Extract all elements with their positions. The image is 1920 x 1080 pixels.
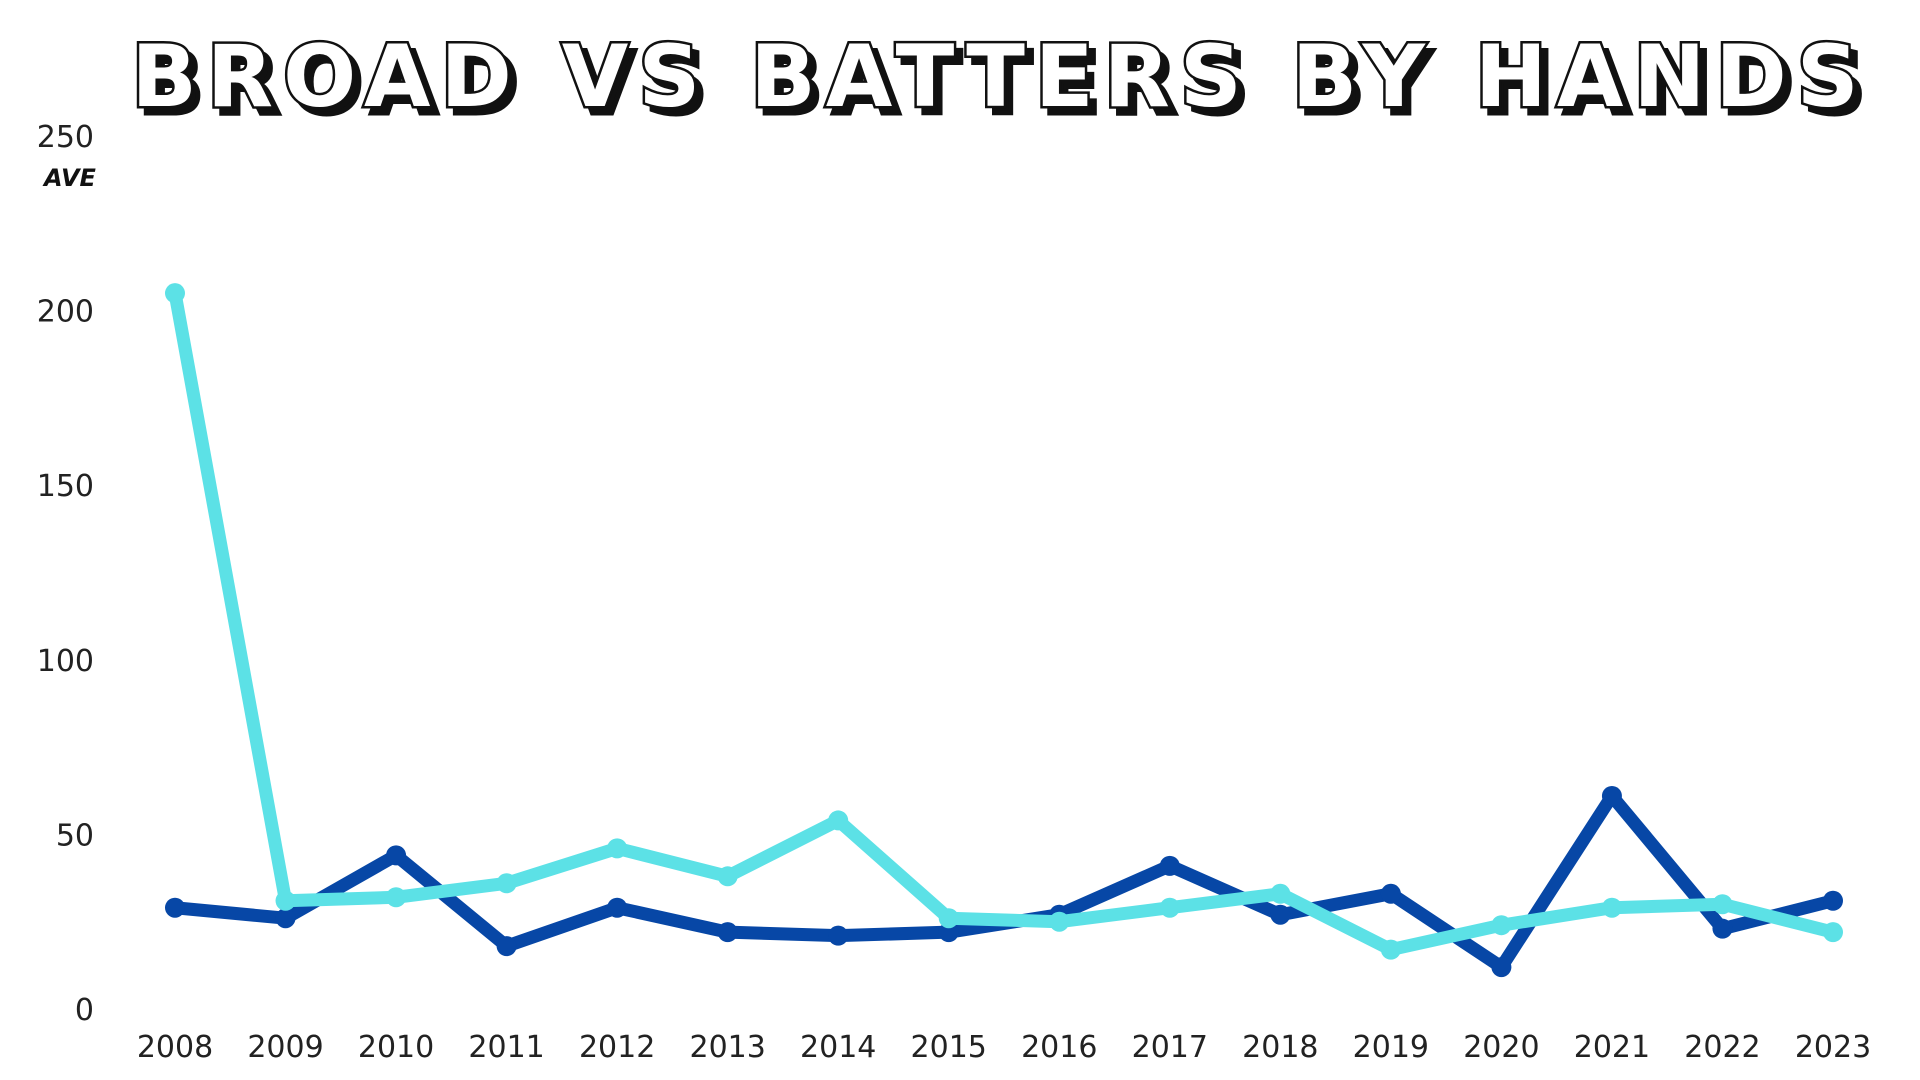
data-point bbox=[938, 922, 959, 943]
x-tick-label: 2017 bbox=[1132, 1030, 1208, 1065]
x-tick-label: 2013 bbox=[689, 1030, 765, 1065]
data-point bbox=[386, 887, 407, 908]
data-point bbox=[165, 897, 185, 918]
data-point bbox=[1823, 922, 1843, 943]
data-point bbox=[1380, 939, 1401, 960]
x-axis-ticks: 2008 2009 2010 2011 2012 2013 2014 2015 2016 2017… bbox=[137, 1030, 1871, 1065]
x-tick-label: 2012 bbox=[579, 1030, 655, 1065]
x-tick-label: 2009 bbox=[247, 1030, 323, 1065]
chart-title: BROAD VS BATTERS BY HANDS bbox=[131, 27, 1868, 127]
x-tick-label: 2021 bbox=[1574, 1030, 1650, 1065]
y-tick-label: 200 bbox=[37, 295, 94, 330]
data-point bbox=[1712, 894, 1733, 915]
data-point bbox=[1159, 855, 1180, 876]
series-line bbox=[168, 286, 1840, 957]
data-point bbox=[496, 873, 517, 894]
data-point bbox=[1601, 897, 1622, 918]
series-2 bbox=[165, 283, 1843, 960]
data-point bbox=[1491, 915, 1512, 936]
data-point bbox=[496, 936, 517, 957]
data-point bbox=[828, 810, 849, 831]
title-group: BROAD VS BATTERS BY HANDS BROAD VS BATTE… bbox=[129, 25, 1875, 137]
data-point bbox=[275, 890, 296, 911]
y-tick-label: 100 bbox=[37, 644, 94, 679]
data-point bbox=[717, 922, 738, 943]
x-tick-label: 2014 bbox=[800, 1030, 876, 1065]
x-tick-label: 2008 bbox=[137, 1030, 213, 1065]
data-point bbox=[828, 925, 849, 946]
series-line bbox=[168, 789, 1840, 974]
x-tick-label: 2022 bbox=[1684, 1030, 1760, 1065]
series-group bbox=[165, 283, 1843, 978]
data-point bbox=[1380, 883, 1401, 904]
data-point bbox=[1270, 883, 1291, 904]
x-tick-label: 2015 bbox=[911, 1030, 987, 1065]
y-tick-label: 0 bbox=[75, 993, 94, 1028]
y-tick-label: 250 bbox=[37, 120, 94, 155]
x-tick-label: 2023 bbox=[1795, 1030, 1871, 1065]
data-point bbox=[386, 845, 407, 866]
x-tick-label: 2018 bbox=[1242, 1030, 1318, 1065]
data-point bbox=[1601, 785, 1622, 806]
x-tick-label: 2019 bbox=[1353, 1030, 1429, 1065]
x-tick-label: 2011 bbox=[468, 1030, 544, 1065]
data-point bbox=[1049, 911, 1070, 932]
y-tick-label: 50 bbox=[56, 818, 94, 853]
data-point bbox=[938, 908, 959, 929]
data-point bbox=[1491, 957, 1512, 978]
y-axis-ticks: 0 50 100 150 200 250 bbox=[37, 120, 94, 1028]
x-tick-label: 2020 bbox=[1463, 1030, 1539, 1065]
data-point bbox=[717, 866, 738, 887]
data-point bbox=[165, 283, 185, 304]
y-tick-label: 150 bbox=[37, 469, 94, 504]
chart-title-shadow: BROAD VS BATTERS BY HANDS bbox=[138, 34, 1875, 134]
x-tick-label: 2016 bbox=[1021, 1030, 1097, 1065]
data-point bbox=[1712, 918, 1733, 939]
series-1 bbox=[165, 785, 1843, 978]
data-point bbox=[607, 897, 628, 918]
y-axis-title: AVE bbox=[42, 164, 97, 192]
data-point bbox=[1159, 897, 1180, 918]
data-point bbox=[607, 838, 628, 859]
data-point bbox=[1270, 904, 1291, 925]
data-point bbox=[275, 908, 296, 929]
x-tick-label: 2010 bbox=[358, 1030, 434, 1065]
data-point bbox=[1823, 890, 1843, 911]
